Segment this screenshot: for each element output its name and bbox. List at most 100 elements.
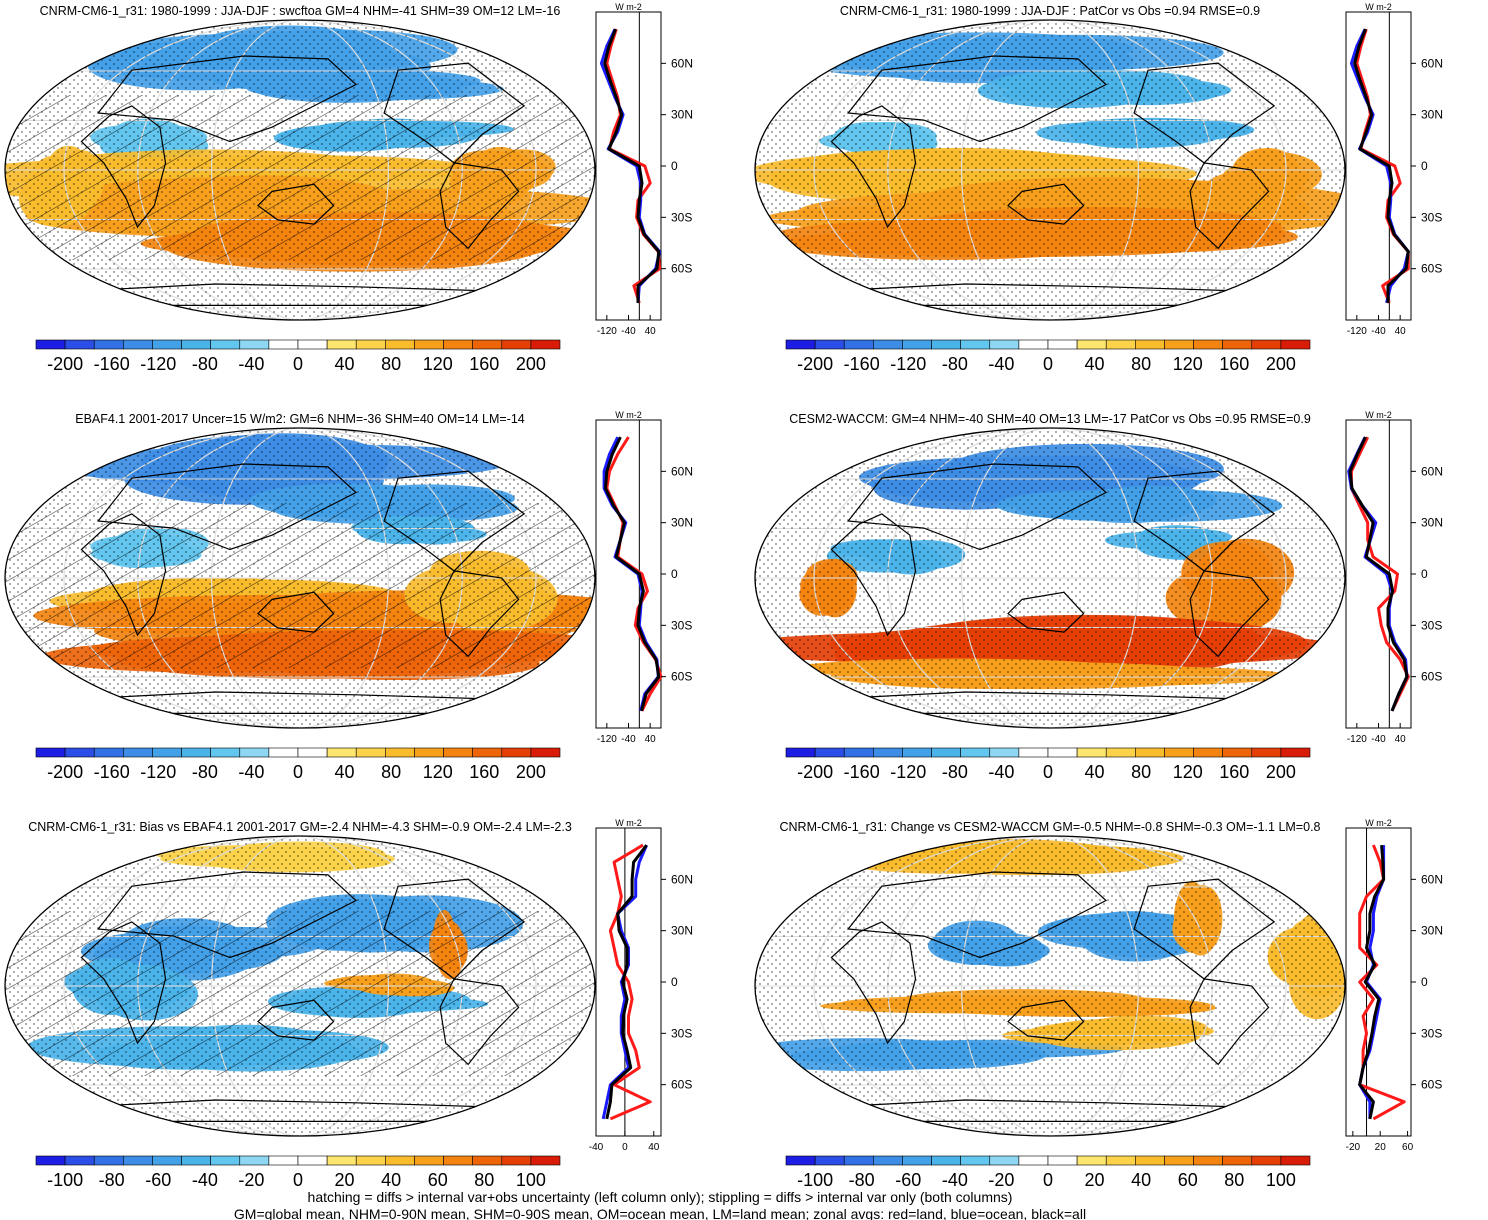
map-border xyxy=(754,427,1346,729)
zonal-line-all xyxy=(605,844,648,1120)
colorbar-swatch xyxy=(35,339,66,350)
zonal-line-all xyxy=(1348,436,1409,712)
colorbar-tick-label: 40 xyxy=(335,354,355,374)
hatching xyxy=(5,503,595,668)
colorbar-tick-label: 20 xyxy=(1085,1170,1105,1190)
map-border xyxy=(754,835,1346,1137)
colorbar-tick-label: 80 xyxy=(1131,354,1151,374)
colorbar-tick-label: 100 xyxy=(1266,1170,1296,1190)
colorbar-swatch xyxy=(785,1155,816,1166)
colorbar-swatch xyxy=(1076,1155,1107,1166)
colorbar-swatch xyxy=(326,747,357,758)
colorbar-swatch xyxy=(472,339,503,350)
colorbar: -200 -160 -120 -80 -40 0 40 80 120 160 200 xyxy=(35,339,561,374)
colorbar-swatch xyxy=(35,747,66,758)
colorbar-tick-label: -160 xyxy=(94,762,130,782)
colorbar-swatch xyxy=(843,1155,874,1166)
zonal-units-label: W m-2 xyxy=(1365,2,1392,12)
lat-tick-label: 0 xyxy=(671,567,678,581)
colorbar-swatch xyxy=(843,747,874,758)
colorbar-tick-label: 200 xyxy=(516,354,546,374)
zonal-plot-frame xyxy=(1345,827,1412,1137)
colorbar-tick-label: -80 xyxy=(192,762,218,782)
map xyxy=(754,835,1346,1137)
colorbar-tick-label: 160 xyxy=(469,354,499,374)
lat-tick-label: 30N xyxy=(1421,108,1443,122)
panel-title: CNRM-CM6-1_r31: Bias vs EBAF4.1 2001-201… xyxy=(28,820,572,834)
panel-3: EBAF4.1 2001-2017 Uncer=15 W/m2: GM=6 NH… xyxy=(4,410,693,782)
colorbar-swatch xyxy=(239,747,270,758)
colorbar-swatch xyxy=(1076,747,1107,758)
colorbar-tick-label: 0 xyxy=(293,762,303,782)
colorbar-swatch xyxy=(814,339,845,350)
colorbar-swatch xyxy=(843,339,874,350)
lat-tick-label: 60N xyxy=(671,872,693,886)
colorbar-tick-label: 60 xyxy=(428,1170,448,1190)
colorbar-swatch xyxy=(1251,1155,1282,1166)
colorbar-swatch xyxy=(443,339,473,350)
panel-title: CNRM-CM6-1_r31: 1980-1999 : JJA-DJF : sw… xyxy=(40,4,561,18)
colorbar-swatch xyxy=(501,339,532,350)
map xyxy=(4,19,596,321)
colorbar-swatch xyxy=(989,747,1020,758)
colorbar-tick-label: 200 xyxy=(516,762,546,782)
coastline xyxy=(551,441,595,477)
colorbar-swatch xyxy=(931,1155,961,1166)
colorbar-swatch xyxy=(443,747,473,758)
colorbar-swatch xyxy=(181,747,211,758)
colorbar-tick-label: 120 xyxy=(423,354,453,374)
colorbar-tick-label: -80 xyxy=(942,354,968,374)
lat-tick-label: 0 xyxy=(1421,159,1428,173)
colorbar-swatch xyxy=(902,747,932,758)
colorbar-swatch xyxy=(1280,1155,1311,1166)
colorbar-swatch xyxy=(873,1155,903,1166)
panel-title: EBAF4.1 2001-2017 Uncer=15 W/m2: GM=6 NH… xyxy=(75,412,525,426)
zonal-x-tick-label: 40 xyxy=(1395,734,1407,745)
colorbar-swatch xyxy=(297,339,328,350)
colorbar-tick-label: -160 xyxy=(844,762,880,782)
colorbar-swatch xyxy=(530,1155,561,1166)
colorbar-tick-label: 40 xyxy=(1131,1170,1151,1190)
colorbar-swatch xyxy=(93,339,124,350)
zonal-units-label: W m-2 xyxy=(1365,410,1392,420)
colorbar-swatch xyxy=(1135,339,1165,350)
colorbar-tick-label: 0 xyxy=(1043,1170,1053,1190)
colorbar-tick-label: 160 xyxy=(1219,762,1249,782)
panel-2: CNRM-CM6-1_r31: 1980-1999 : JJA-DJF : Pa… xyxy=(754,2,1443,374)
colorbar-swatch xyxy=(385,339,415,350)
lat-tick-label: 30S xyxy=(671,618,692,632)
coastline xyxy=(1301,849,1345,885)
colorbar-swatch xyxy=(210,1155,241,1166)
zonal-x-tick-label: -120 xyxy=(597,326,617,337)
colorbar-tick-label: -40 xyxy=(942,1170,968,1190)
colorbar-swatch xyxy=(1047,747,1078,758)
colorbar: -200 -160 -120 -80 -40 0 40 80 120 160 200 xyxy=(785,747,1311,782)
lat-tick-label: 0 xyxy=(1421,975,1428,989)
map-border xyxy=(754,19,1346,321)
colorbar-swatch xyxy=(1222,339,1253,350)
colorbar-swatch xyxy=(931,339,961,350)
colorbar-swatch xyxy=(414,747,444,758)
zonal-x-tick-label: -40 xyxy=(621,326,636,337)
colorbar-swatch xyxy=(472,1155,503,1166)
coastline xyxy=(1301,441,1345,477)
colorbar-tick-label: -40 xyxy=(988,354,1014,374)
zonal-mean-plot: W m-2 60N 30N 0 30S 60S -120 -40 40 xyxy=(595,2,693,337)
zonal-units-label: W m-2 xyxy=(615,2,642,12)
lat-tick-label: 60S xyxy=(1421,670,1442,684)
lat-tick-label: 30N xyxy=(1421,516,1443,530)
colorbar-tick-label: -40 xyxy=(238,354,264,374)
colorbar-tick-label: 80 xyxy=(1131,762,1151,782)
colorbar-tick-label: -40 xyxy=(192,1170,218,1190)
colorbar-swatch xyxy=(1076,339,1107,350)
colorbar-tick-label: -80 xyxy=(99,1170,125,1190)
colorbar-swatch xyxy=(414,1155,444,1166)
colorbar-swatch xyxy=(152,747,182,758)
colorbar-tick-label: 80 xyxy=(381,762,401,782)
map-border xyxy=(4,427,596,729)
colorbar-swatch xyxy=(814,747,845,758)
colorbar-swatch xyxy=(181,339,211,350)
colorbar-tick-label: 120 xyxy=(423,762,453,782)
colorbar-swatch xyxy=(1135,1155,1165,1166)
